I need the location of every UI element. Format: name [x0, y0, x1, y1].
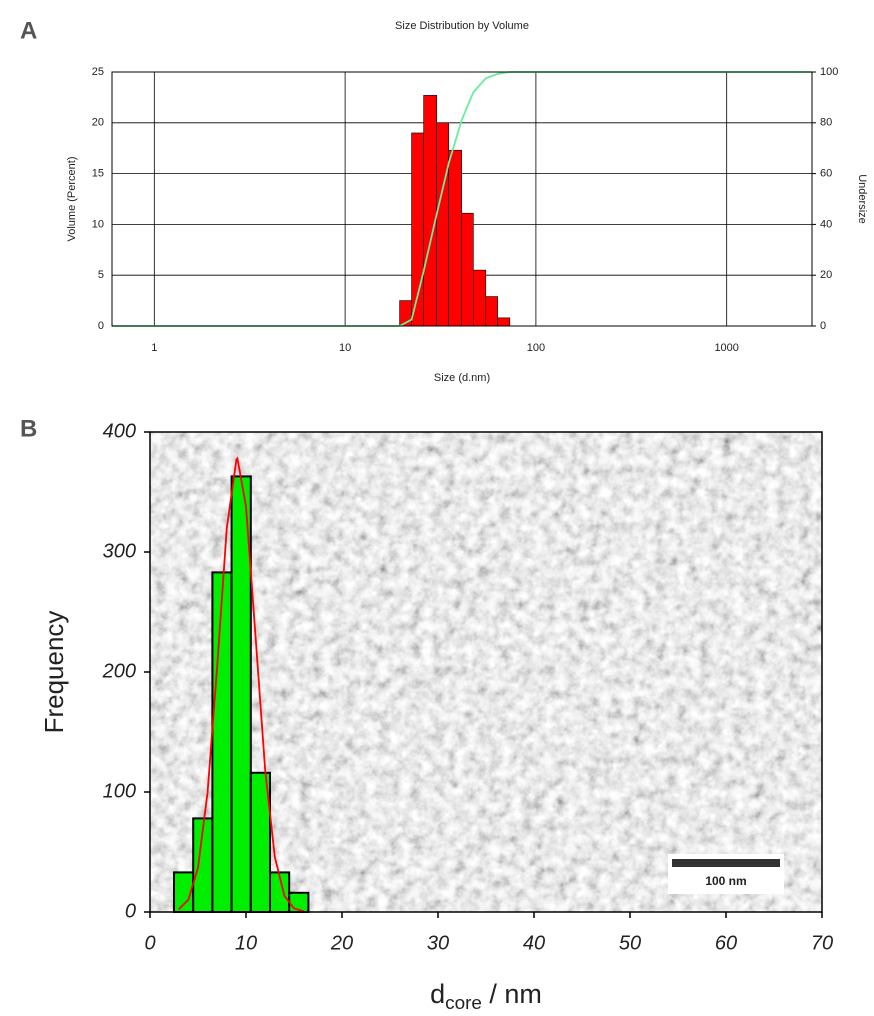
y2-tick-label: 100 — [820, 66, 838, 78]
x-tick-label: 1000 — [714, 342, 738, 354]
y2-axis-title: Undersize — [856, 174, 868, 224]
y-tick-label: 15 — [92, 168, 104, 180]
bar — [423, 95, 437, 327]
scale-bar-label: 100 nm — [705, 874, 746, 888]
y2-tick-label: 20 — [820, 269, 832, 281]
bar — [448, 149, 462, 327]
bar — [473, 269, 487, 327]
bar — [211, 571, 233, 914]
scale-bar — [672, 859, 780, 867]
x-tick-label: 10 — [235, 932, 257, 954]
x-axis-title: dcore / nm — [430, 979, 542, 1014]
y-tick-label: 0 — [125, 900, 136, 922]
fit-line — [178, 456, 304, 913]
y-axis-title: Volume (Percent) — [66, 157, 78, 242]
x-tick-label: 20 — [330, 932, 353, 954]
y-tick-label: 400 — [103, 420, 136, 442]
y-tick-label: 10 — [92, 218, 104, 230]
x-tick-label: 60 — [715, 932, 737, 954]
plot-frame — [111, 71, 813, 327]
x-tick-label: 50 — [619, 932, 641, 954]
x-tick-label: 40 — [523, 932, 545, 954]
y-tick-label: 300 — [103, 540, 136, 562]
y-tick-label: 20 — [92, 117, 104, 129]
x-tick-label: 30 — [427, 932, 449, 954]
y2-tick-label: 60 — [820, 168, 832, 180]
y-tick-label: 25 — [92, 66, 104, 78]
bar — [436, 122, 449, 327]
x-tick-label: 10 — [339, 342, 351, 354]
y-tick-label: 200 — [102, 660, 136, 682]
y-axis-title: Frequency — [39, 611, 69, 734]
y-tick-label: 100 — [103, 780, 136, 802]
x-tick-label: 1 — [151, 342, 157, 354]
y-tick-label: 5 — [98, 269, 104, 281]
y-tick-label: 0 — [98, 320, 104, 332]
panel-label: A — [20, 17, 37, 44]
x-tick-label: 100 — [527, 342, 545, 354]
panel-label: B — [20, 415, 37, 442]
x-tick-label: 70 — [811, 932, 833, 954]
bar — [485, 296, 498, 327]
chart-title: Size Distribution by Volume — [395, 20, 529, 32]
bar — [461, 212, 474, 327]
x-axis-title-suffix: / nm — [482, 979, 542, 1009]
x-axis-title: Size (d.nm) — [434, 372, 490, 384]
y2-tick-label: 40 — [820, 218, 832, 230]
plot-frame — [149, 431, 823, 913]
bar — [497, 317, 511, 327]
y2-tick-label: 0 — [820, 320, 826, 332]
x-tick-label: 0 — [144, 932, 155, 954]
x-axis-title-main: d — [430, 979, 445, 1009]
x-axis-title-sub: core — [445, 993, 482, 1014]
y2-tick-label: 80 — [820, 117, 832, 129]
fit-line — [112, 71, 812, 327]
